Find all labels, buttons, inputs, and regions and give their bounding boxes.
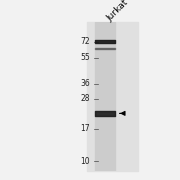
Text: 55: 55: [80, 53, 90, 62]
Bar: [95, 22, 115, 171]
Text: 72: 72: [80, 37, 90, 46]
Text: 28: 28: [80, 94, 90, 103]
Text: 36: 36: [80, 79, 90, 88]
Text: Jurkat: Jurkat: [105, 0, 130, 23]
Text: 10: 10: [80, 157, 90, 166]
Text: 17: 17: [80, 125, 90, 134]
Bar: [87, 22, 138, 171]
